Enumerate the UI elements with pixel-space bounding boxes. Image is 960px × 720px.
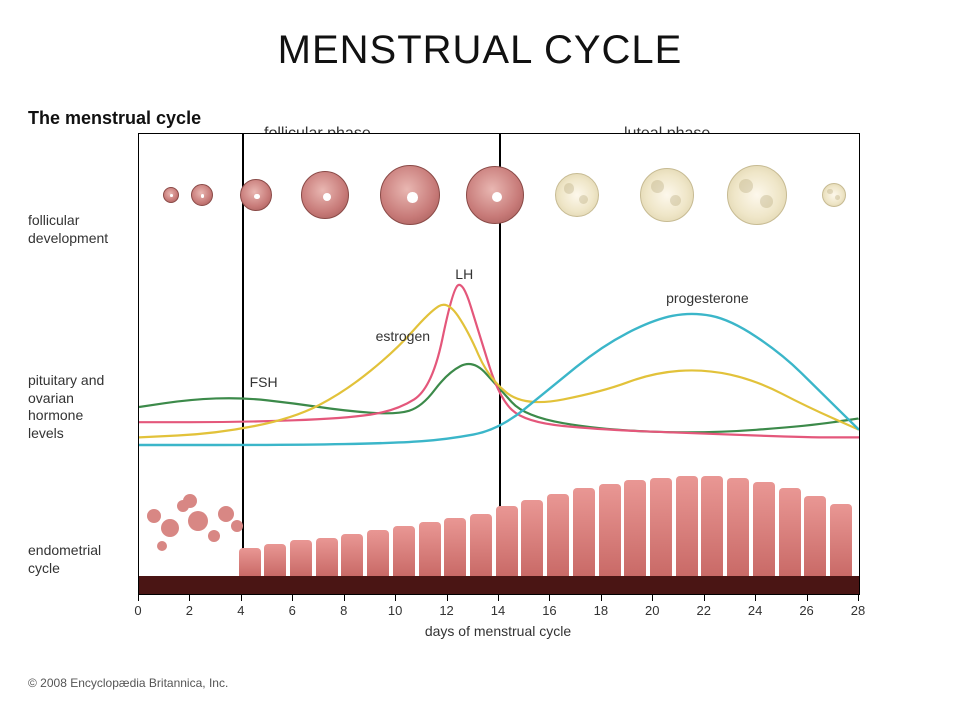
xaxis-tick-label: 4 bbox=[237, 603, 244, 618]
hormone-label-progesterone: progesterone bbox=[666, 290, 749, 306]
endometrium-column bbox=[599, 484, 621, 576]
xaxis-tick-label: 0 bbox=[134, 603, 141, 618]
xaxis-tick-label: 10 bbox=[388, 603, 402, 618]
xaxis-tick-label: 8 bbox=[340, 603, 347, 618]
endometrium-column bbox=[804, 496, 826, 576]
figure-subtitle: The menstrual cycle bbox=[28, 108, 928, 129]
endometrium-fragment bbox=[188, 511, 208, 531]
xaxis-tick bbox=[189, 595, 190, 601]
xaxis-tick bbox=[138, 595, 139, 601]
endometrium-column bbox=[701, 476, 723, 576]
xaxis-tick bbox=[858, 595, 859, 601]
endometrium-column bbox=[367, 530, 389, 576]
endometrium-column bbox=[290, 540, 312, 576]
endometrium-fragment bbox=[161, 519, 179, 537]
xaxis-tick-label: 22 bbox=[696, 603, 710, 618]
xaxis-tick bbox=[395, 595, 396, 601]
plot-box: FSH estrogen LH progesterone bbox=[138, 133, 860, 595]
endometrium-column bbox=[624, 480, 646, 576]
endometrium-base bbox=[139, 576, 859, 594]
endometrium-column bbox=[264, 544, 286, 576]
endometrium-column bbox=[341, 534, 363, 576]
xaxis-tick-label: 18 bbox=[594, 603, 608, 618]
row-label-follicular_dev: folliculardevelopment bbox=[28, 212, 128, 247]
xaxis-tick-label: 20 bbox=[645, 603, 659, 618]
xaxis-tick-label: 14 bbox=[491, 603, 505, 618]
endometrium-fragment bbox=[208, 530, 220, 542]
xaxis-tick-label: 24 bbox=[748, 603, 762, 618]
figure: The menstrual cycle follicular phaselute… bbox=[28, 108, 928, 633]
xaxis-tick-label: 12 bbox=[439, 603, 453, 618]
xaxis-tick-label: 6 bbox=[289, 603, 296, 618]
row-label-hormones: pituitary andovarianhormonelevels bbox=[28, 372, 128, 442]
xaxis-tick bbox=[241, 595, 242, 601]
endometrium-column bbox=[470, 514, 492, 576]
xaxis-tick-label: 26 bbox=[799, 603, 813, 618]
xaxis-tick-label: 16 bbox=[542, 603, 556, 618]
xaxis-tick bbox=[292, 595, 293, 601]
endometrium-column bbox=[419, 522, 441, 576]
slide-title: MENSTRUAL CYCLE bbox=[0, 28, 960, 73]
copyright-text: © 2008 Encyclopædia Britannica, Inc. bbox=[28, 676, 228, 690]
xaxis-tick bbox=[447, 595, 448, 601]
endometrium-column bbox=[573, 488, 595, 576]
xaxis-tick bbox=[344, 595, 345, 601]
hormone-curve-LH bbox=[139, 285, 859, 438]
xaxis-tick bbox=[498, 595, 499, 601]
xaxis-tick bbox=[601, 595, 602, 601]
xaxis-tick bbox=[549, 595, 550, 601]
endometrium-column bbox=[496, 506, 518, 576]
endometrium-column bbox=[830, 504, 852, 576]
xaxis-tick bbox=[652, 595, 653, 601]
chart-area: follicular phaseluteal phasemenstruation… bbox=[138, 133, 858, 633]
hormone-curve-estrogen bbox=[139, 305, 859, 438]
endometrium-fragment bbox=[231, 520, 243, 532]
xaxis-title: days of menstrual cycle bbox=[138, 623, 858, 639]
endometrium-column bbox=[650, 478, 672, 576]
hormone-label-LH: LH bbox=[455, 266, 473, 282]
endometrium-column bbox=[239, 548, 261, 576]
xaxis-tick-label: 2 bbox=[186, 603, 193, 618]
xaxis-tick-label: 28 bbox=[851, 603, 865, 618]
hormone-label-FSH: FSH bbox=[250, 374, 278, 390]
hormone-label-estrogen: estrogen bbox=[376, 328, 430, 344]
slide: MENSTRUAL CYCLE The menstrual cycle foll… bbox=[0, 0, 960, 720]
endometrium-column bbox=[676, 476, 698, 576]
xaxis-tick bbox=[755, 595, 756, 601]
row-label-endometrial: endometrialcycle bbox=[28, 542, 128, 577]
endometrium-column bbox=[753, 482, 775, 576]
endometrium-column bbox=[547, 494, 569, 576]
endometrium-column bbox=[521, 500, 543, 576]
xaxis-tick bbox=[807, 595, 808, 601]
xaxis-tick bbox=[704, 595, 705, 601]
endometrium-column bbox=[316, 538, 338, 576]
endometrium-column bbox=[444, 518, 466, 576]
endometrium-column bbox=[393, 526, 415, 576]
endometrium-column bbox=[779, 488, 801, 576]
endometrium-column bbox=[727, 478, 749, 576]
